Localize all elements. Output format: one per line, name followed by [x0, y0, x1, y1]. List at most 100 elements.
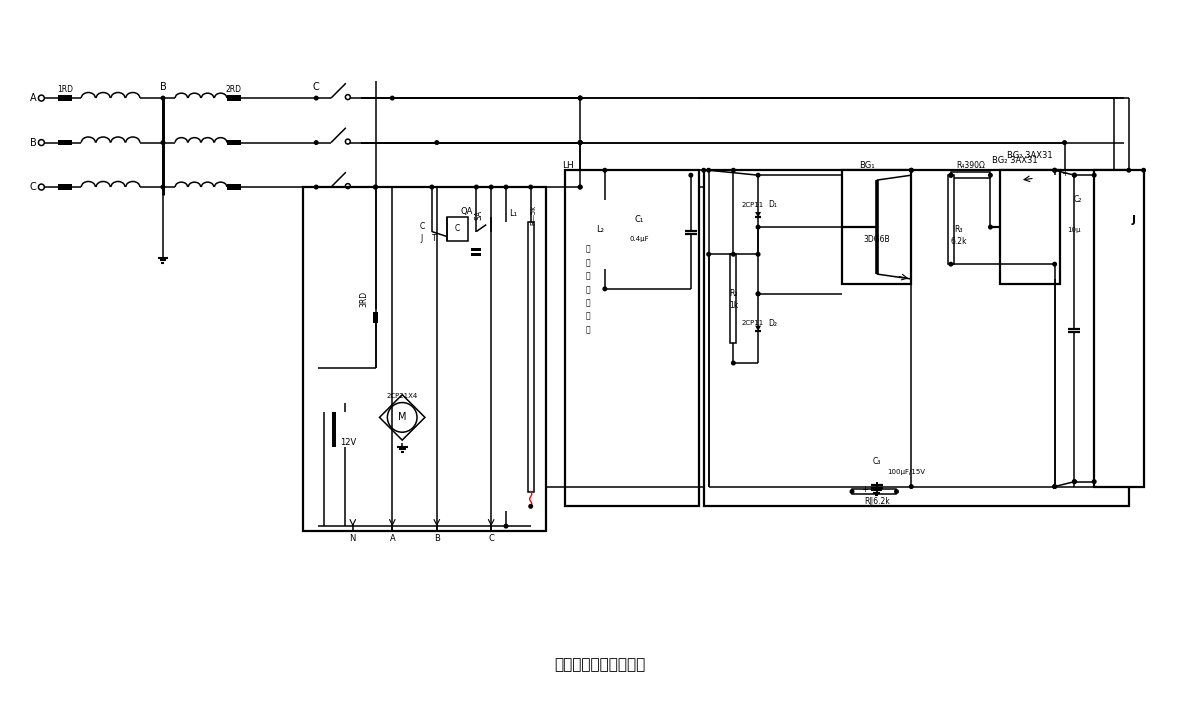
Text: 序: 序 [585, 258, 590, 267]
Bar [527, 221, 533, 491]
Circle shape [949, 173, 953, 177]
Text: 0.4μF: 0.4μF [629, 237, 649, 242]
Bar [228, 95, 241, 100]
Bar [852, 488, 897, 494]
Text: SA: SA [475, 210, 483, 220]
Bar [447, 217, 468, 242]
Text: D₁: D₁ [769, 200, 777, 210]
Text: C₂: C₂ [1074, 195, 1082, 205]
Text: L₂: L₂ [596, 225, 604, 234]
Circle shape [578, 141, 582, 144]
Circle shape [1093, 173, 1096, 177]
Circle shape [1052, 485, 1057, 488]
Circle shape [1052, 168, 1057, 172]
Circle shape [505, 524, 508, 528]
Circle shape [895, 490, 898, 494]
Text: R₂: R₂ [729, 289, 737, 298]
Text: 流: 流 [585, 285, 590, 294]
Text: BG₂ 3AX31: BG₂ 3AX31 [1007, 151, 1052, 160]
Text: C₁: C₁ [635, 215, 645, 224]
Circle shape [161, 185, 165, 189]
Text: LH: LH [563, 161, 575, 170]
Circle shape [731, 253, 735, 256]
Circle shape [707, 168, 711, 172]
Circle shape [161, 96, 165, 100]
Circle shape [391, 96, 395, 100]
Bar [228, 184, 241, 190]
Text: C₃: C₃ [872, 457, 880, 467]
Circle shape [949, 262, 953, 266]
Bar [1000, 170, 1059, 284]
Circle shape [578, 96, 582, 100]
Circle shape [1127, 168, 1130, 172]
Text: 100μF/15V: 100μF/15V [888, 469, 925, 475]
Circle shape [1052, 262, 1057, 266]
Circle shape [373, 185, 377, 189]
Text: N: N [350, 534, 356, 544]
Bar [948, 175, 954, 264]
Circle shape [702, 168, 705, 172]
Text: A: A [30, 93, 37, 103]
Text: J: J [421, 234, 423, 243]
Text: R₃: R₃ [954, 225, 963, 234]
Circle shape [988, 225, 992, 229]
Circle shape [756, 253, 760, 256]
Circle shape [850, 490, 853, 494]
Bar [843, 170, 911, 284]
Circle shape [1093, 480, 1096, 483]
Text: C: C [313, 82, 320, 92]
Bar [58, 95, 72, 100]
Circle shape [1052, 485, 1057, 488]
Circle shape [756, 292, 760, 296]
Text: 电: 电 [585, 272, 590, 280]
Text: B: B [434, 534, 440, 544]
Text: QA: QA [460, 207, 473, 216]
Circle shape [731, 361, 735, 365]
Circle shape [1072, 173, 1076, 177]
Text: 10μ: 10μ [1068, 226, 1081, 232]
Circle shape [529, 505, 532, 508]
Circle shape [314, 141, 318, 144]
Circle shape [1072, 480, 1076, 483]
Text: C: C [419, 222, 424, 231]
Text: +: + [1061, 169, 1068, 178]
Text: L₁: L₁ [508, 209, 517, 218]
Text: C: C [488, 534, 494, 544]
Bar [58, 140, 72, 145]
Circle shape [578, 185, 582, 189]
Text: B: B [30, 138, 37, 148]
Circle shape [910, 168, 914, 172]
Text: 1k: 1k [729, 301, 738, 310]
Circle shape [756, 292, 760, 296]
Circle shape [949, 173, 953, 177]
Bar [1094, 170, 1144, 486]
Circle shape [988, 173, 992, 177]
Circle shape [578, 96, 582, 100]
Circle shape [1072, 173, 1076, 177]
Circle shape [707, 253, 711, 256]
Circle shape [161, 141, 165, 144]
Text: 2CP11: 2CP11 [742, 320, 764, 326]
Circle shape [1052, 168, 1057, 172]
Text: BG₁: BG₁ [859, 161, 875, 170]
Circle shape [505, 185, 508, 189]
Text: A: A [390, 534, 395, 544]
Text: C: C [455, 224, 460, 233]
Text: R―5k: R―5k [531, 205, 537, 225]
Circle shape [578, 96, 582, 100]
Circle shape [731, 168, 735, 172]
Text: 电流型低压触电保安器: 电流型低压触电保安器 [555, 657, 646, 672]
Circle shape [314, 96, 318, 100]
Circle shape [373, 185, 377, 189]
Circle shape [435, 141, 438, 144]
Text: 3RD: 3RD [359, 290, 369, 306]
Circle shape [529, 185, 532, 189]
Bar [565, 170, 699, 507]
Circle shape [1063, 141, 1066, 144]
Circle shape [1142, 168, 1146, 172]
Bar [704, 170, 1129, 507]
Text: M: M [398, 412, 406, 422]
Circle shape [578, 185, 582, 189]
Text: T: T [431, 234, 436, 243]
Text: BG₂ 3AX31: BG₂ 3AX31 [992, 156, 1038, 165]
